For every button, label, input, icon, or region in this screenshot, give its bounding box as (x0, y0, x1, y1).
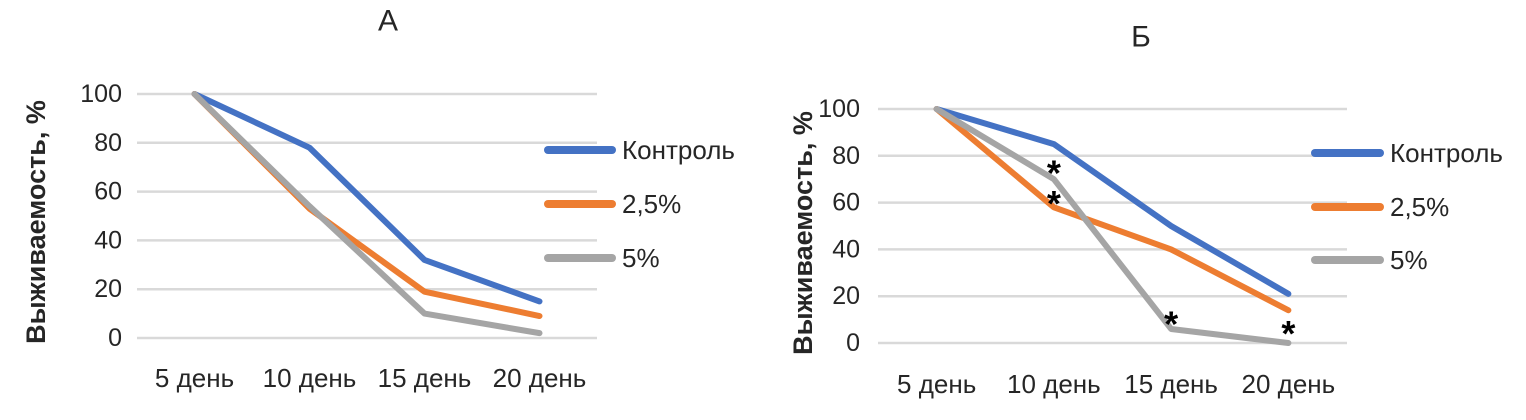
legend-label-5pct: 5% (1390, 245, 1428, 275)
series-line-control (191, 91, 543, 305)
legend-item-control: Контроль (544, 135, 735, 165)
x-tick-label: 5 день (155, 363, 234, 393)
y-tick-label: 60 (94, 178, 122, 206)
legend-item-2-5pct: 2,5% (544, 189, 681, 219)
y-tick-label: 20 (94, 275, 122, 303)
y-tick-label: 0 (108, 324, 122, 352)
y-tick-label: 20 (832, 282, 860, 310)
panel-title-b: Б (1131, 21, 1151, 54)
legend-item-control: Контроль (1311, 138, 1503, 168)
legend-label-control: Контроль (1390, 138, 1503, 168)
chart-panel-b: 0 20 40 60 80 100 5 день 10 день 15 день 20 день К… (788, 21, 1503, 400)
x-tick-label: 15 день (378, 363, 472, 393)
x-tick-label: 10 день (263, 363, 357, 393)
y-tick-label: 0 (846, 329, 860, 357)
x-tick-label: 5 день (897, 369, 976, 399)
y-tick-label: 100 (818, 95, 860, 123)
x-tick-label: 20 день (1242, 369, 1336, 399)
x-tick-label: 10 день (1007, 369, 1101, 399)
panel-title-a: А (378, 5, 398, 38)
legend-label-2-5pct: 2,5% (1390, 192, 1449, 222)
y-axis-title: Выживаемость, % (21, 100, 51, 344)
series-line-2-5pct (933, 106, 1292, 314)
y-tick-label: 80 (832, 142, 860, 170)
legend-label-2-5pct: 2,5% (622, 189, 681, 219)
legend-label-control: Контроль (622, 135, 735, 165)
y-tick-label: 60 (832, 189, 860, 217)
y-tick-label: 40 (94, 226, 122, 254)
legend-item-5pct: 5% (544, 243, 660, 273)
significance-asterisk: * (1281, 313, 1295, 354)
series-line-control (933, 106, 1292, 297)
significance-asterisk: * (1164, 303, 1178, 344)
significance-asterisk: * (1047, 183, 1061, 224)
legend-item-2-5pct: 2,5% (1311, 192, 1449, 222)
series-line-5pct (933, 106, 1292, 346)
y-tick-label: 40 (832, 235, 860, 263)
y-tick-label: 100 (80, 80, 122, 108)
significance-asterisk: * (1047, 153, 1061, 194)
x-tick-label: 15 день (1124, 369, 1218, 399)
chart-panel-a: 0 20 40 60 80 100 5 день 10 день 15 день 20 день К… (21, 5, 735, 394)
legend-item-5pct: 5% (1311, 245, 1428, 275)
legend-label-5pct: 5% (622, 243, 660, 273)
x-tick-label: 20 день (493, 363, 587, 393)
series-line-5pct (191, 91, 543, 337)
y-tick-label: 80 (94, 129, 122, 157)
y-axis-title: Выживаемость, % (788, 111, 818, 355)
